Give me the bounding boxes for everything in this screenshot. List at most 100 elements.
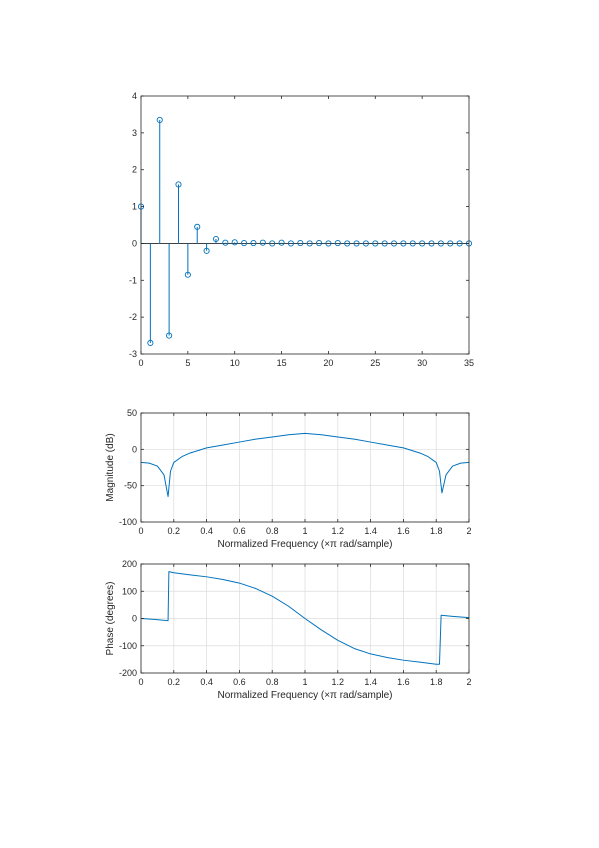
x-tick-label: 0.2 <box>168 526 181 536</box>
x-tick-label: 0 <box>138 358 143 368</box>
stem-marker <box>344 240 351 247</box>
x-tick-label: 0.6 <box>233 526 246 536</box>
stem-marker <box>334 240 341 247</box>
y-tick-label: 0 <box>132 238 137 248</box>
stem-marker <box>297 240 304 247</box>
y-axis-label: Phase (degrees) <box>105 582 116 656</box>
stem-marker <box>241 240 248 247</box>
stem-marker <box>428 240 435 247</box>
stem-marker <box>372 240 379 247</box>
y-tick-label: -100 <box>119 641 137 651</box>
x-tick-label: 1 <box>302 526 307 536</box>
x-tick-label: 10 <box>230 358 240 368</box>
stem-marker <box>400 240 407 247</box>
stem-marker <box>419 240 426 247</box>
y-tick-label: 2 <box>132 165 137 175</box>
y-tick-label: 200 <box>122 559 137 569</box>
x-tick-label: 1.8 <box>430 526 443 536</box>
stem-marker <box>212 235 220 243</box>
stem-marker <box>269 240 276 247</box>
x-tick-label: 0.8 <box>266 526 279 536</box>
stem-marker <box>156 116 163 124</box>
phase-response-line <box>140 571 470 665</box>
stem-marker <box>437 240 444 247</box>
y-tick-label: 100 <box>122 586 137 596</box>
stem-marker <box>316 240 323 247</box>
stem-marker <box>456 240 463 247</box>
x-axis-label: Normalized Frequency (×π rad/sample) <box>217 539 392 550</box>
y-tick-label: -200 <box>119 668 137 678</box>
magnitude-plot-series <box>140 432 470 498</box>
stem-plot-axes-box <box>140 95 470 355</box>
x-tick-label: 20 <box>323 358 333 368</box>
stem-marker <box>447 240 454 247</box>
stem-marker <box>231 239 238 246</box>
stem-marker <box>390 240 398 247</box>
x-tick-label: 35 <box>464 358 474 368</box>
stem-marker <box>194 223 201 230</box>
y-tick-label: 3 <box>132 128 137 138</box>
y-tick-label: -1 <box>129 275 137 285</box>
x-tick-label: 30 <box>417 358 427 368</box>
phase-plot-series <box>140 571 470 665</box>
x-tick-label: 1.6 <box>397 677 410 687</box>
x-tick-label: 1.2 <box>332 526 345 536</box>
x-tick-label: 0.4 <box>200 526 213 536</box>
x-tick-label: 1.8 <box>430 677 443 687</box>
phase-plot-labels: Normalized Frequency (×π rad/sample) Phas… <box>105 582 393 701</box>
stem-marker <box>250 240 257 247</box>
stem-marker <box>259 239 266 246</box>
x-tick-label: 0.6 <box>233 677 246 687</box>
x-tick-label: 0 <box>138 677 143 687</box>
stem-plot-panel: 0 5 10 15 20 25 30 35 -3 -2 -1 0 1 2 3 4 <box>129 91 474 368</box>
y-tick-label: -50 <box>124 481 137 491</box>
magnitude-plot-ticks: 0 0.2 0.4 0.6 0.8 1 1.2 1.4 1.6 1.8 2 -100 -50 0 50 <box>119 408 472 536</box>
y-tick-label: 1 <box>132 202 137 212</box>
x-tick-label: 0.4 <box>200 677 213 687</box>
y-tick-label: 4 <box>132 91 137 101</box>
magnitude-plot-panel: 0 0.2 0.4 0.6 0.8 1 1.2 1.4 1.6 1.8 2 -100 -50 0 50 No… <box>105 408 472 550</box>
y-tick-label: -2 <box>129 312 137 322</box>
x-tick-label: 1.4 <box>364 526 377 536</box>
stem-marker <box>287 240 294 247</box>
stem-marker <box>325 240 332 247</box>
stem-marker <box>203 247 210 254</box>
y-tick-label: 0 <box>132 444 137 454</box>
stem-marker <box>353 240 360 247</box>
stem-plot-ticks: 0 5 10 15 20 25 30 35 -3 -2 -1 0 1 2 3 4 <box>129 91 474 368</box>
stem-marker <box>147 339 154 346</box>
x-tick-label: 2 <box>466 677 471 687</box>
x-tick-label: 5 <box>185 358 190 368</box>
stem-marker <box>175 181 182 188</box>
stem-plot-series <box>137 116 473 346</box>
stem-marker <box>381 240 388 247</box>
x-tick-label: 2 <box>466 526 471 536</box>
y-tick-label: 0 <box>132 614 137 624</box>
y-axis-label: Magnitude (dB) <box>105 433 116 501</box>
x-tick-label: 1 <box>302 677 307 687</box>
phase-plot-panel: 0 0.2 0.4 0.6 0.8 1 1.2 1.4 1.6 1.8 2 -200 -100 0 100 2… <box>105 559 472 701</box>
y-tick-label: -100 <box>119 517 137 527</box>
x-tick-label: 0.2 <box>168 677 181 687</box>
stem-marker <box>362 240 369 247</box>
y-tick-label: -3 <box>129 349 137 359</box>
stem-marker <box>409 240 416 247</box>
x-tick-label: 15 <box>277 358 287 368</box>
stem-marker <box>184 271 191 278</box>
stem-marker <box>166 332 173 339</box>
x-axis-label: Normalized Frequency (×π rad/sample) <box>217 690 392 701</box>
stem-marker <box>222 239 229 246</box>
x-tick-label: 25 <box>370 358 380 368</box>
stem-marker <box>278 239 285 246</box>
phase-plot-ticks: 0 0.2 0.4 0.6 0.8 1 1.2 1.4 1.6 1.8 2 -200 -100 0 100 2… <box>119 559 472 687</box>
x-tick-label: 1.2 <box>332 677 345 687</box>
magnitude-response-line <box>140 432 470 498</box>
x-tick-label: 0 <box>138 526 143 536</box>
x-tick-label: 1.4 <box>364 677 377 687</box>
x-tick-label: 0.8 <box>266 677 279 687</box>
y-tick-label: 50 <box>127 408 137 418</box>
x-tick-label: 1.6 <box>397 526 410 536</box>
magnitude-plot-labels: Normalized Frequency (×π rad/sample) Magn… <box>105 433 393 550</box>
